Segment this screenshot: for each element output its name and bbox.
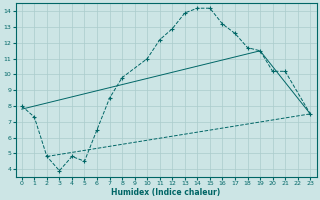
X-axis label: Humidex (Indice chaleur): Humidex (Indice chaleur) xyxy=(111,188,221,197)
